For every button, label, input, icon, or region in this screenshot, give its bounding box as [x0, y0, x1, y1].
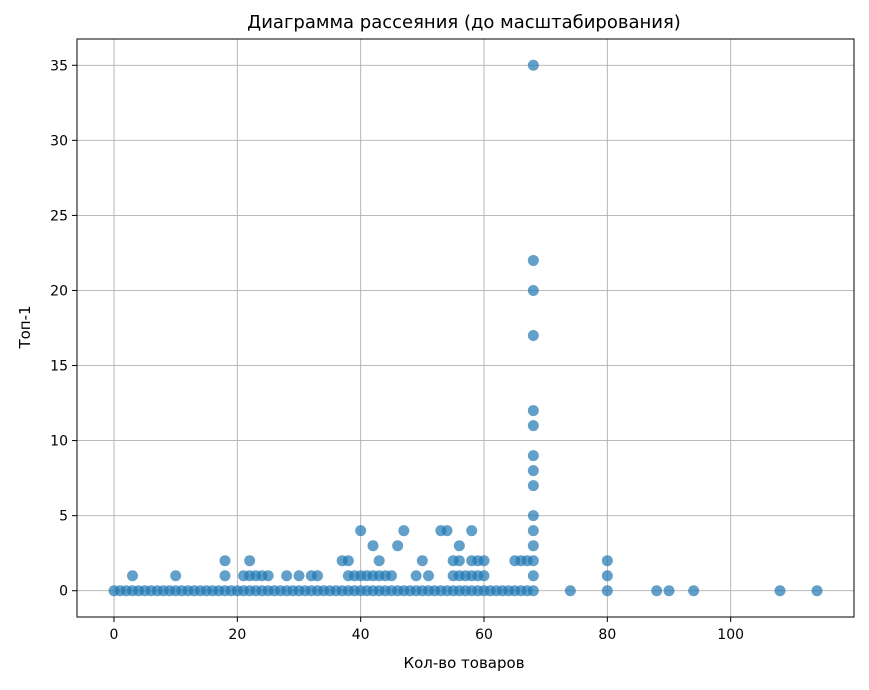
scatter-point — [527, 330, 539, 342]
grid-lines — [77, 39, 854, 617]
data-points — [108, 59, 823, 597]
scatter-point — [527, 540, 539, 552]
scatter-point — [601, 570, 613, 582]
scatter-point — [453, 540, 465, 552]
axis-ticks: 0 20 40 60 80 100 0 5 10 15 20 25 30 35 — [50, 58, 744, 643]
scatter-point — [416, 555, 428, 567]
scatter-point — [293, 570, 305, 582]
x-tick-label: 20 — [228, 627, 246, 643]
scatter-point — [527, 525, 539, 537]
y-tick-label: 35 — [50, 58, 68, 74]
scatter-point — [312, 570, 323, 582]
scatter-point — [127, 570, 138, 582]
scatter-point — [601, 585, 613, 597]
x-tick-label: 100 — [717, 627, 744, 643]
scatter-point — [564, 585, 576, 597]
y-tick-label: 25 — [50, 208, 68, 224]
x-tick-label: 40 — [352, 627, 370, 643]
scatter-point — [441, 525, 453, 537]
x-tick-label: 60 — [475, 627, 493, 643]
scatter-point — [367, 540, 379, 552]
x-axis-label: Кол-во товаров — [403, 654, 524, 672]
y-tick-label: 0 — [59, 584, 68, 600]
scatter-point — [601, 555, 613, 567]
scatter-point — [688, 585, 700, 597]
x-tick-label: 0 — [110, 627, 119, 643]
scatter-point — [478, 555, 490, 567]
scatter-point — [392, 540, 404, 552]
scatter-point — [527, 254, 539, 266]
scatter-point — [527, 284, 539, 296]
scatter-point — [262, 570, 274, 582]
plot-frame — [76, 38, 855, 618]
scatter-point — [219, 555, 231, 567]
scatter-point — [527, 450, 539, 462]
scatter-point — [342, 555, 354, 567]
x-tick-label: 80 — [598, 627, 616, 643]
scatter-point — [774, 585, 786, 597]
scatter-point — [527, 59, 539, 71]
scatter-point — [466, 525, 478, 537]
y-tick-label: 5 — [59, 509, 68, 525]
scatter-point — [811, 585, 823, 597]
scatter-point — [478, 570, 490, 582]
scatter-point — [423, 570, 434, 582]
y-tick-label: 15 — [50, 359, 68, 375]
scatter-point — [398, 525, 410, 537]
scatter-point — [281, 570, 293, 582]
scatter-point — [663, 585, 675, 597]
scatter-point — [453, 555, 465, 567]
chart-title: Диаграмма рассеяния (до масштабирования) — [247, 12, 681, 33]
scatter-point — [170, 570, 182, 582]
scatter-point — [527, 510, 539, 522]
scatter-point — [373, 555, 385, 567]
scatter-point — [527, 405, 539, 417]
scatter-point — [355, 525, 367, 537]
scatter-point — [651, 585, 663, 597]
scatter-point — [386, 570, 397, 582]
y-tick-label: 20 — [50, 283, 68, 299]
scatter-point — [527, 570, 539, 582]
scatter-point — [244, 555, 256, 567]
scatter-point — [527, 420, 539, 432]
scatter-point — [219, 570, 231, 582]
scatter-point — [410, 570, 422, 582]
y-axis-label: Топ-1 — [16, 305, 34, 349]
scatter-point — [527, 480, 539, 492]
scatter-point — [527, 465, 539, 477]
y-tick-label: 10 — [50, 434, 68, 450]
scatter-point — [527, 555, 539, 567]
scatter-point — [527, 585, 539, 597]
y-tick-label: 30 — [50, 133, 68, 149]
